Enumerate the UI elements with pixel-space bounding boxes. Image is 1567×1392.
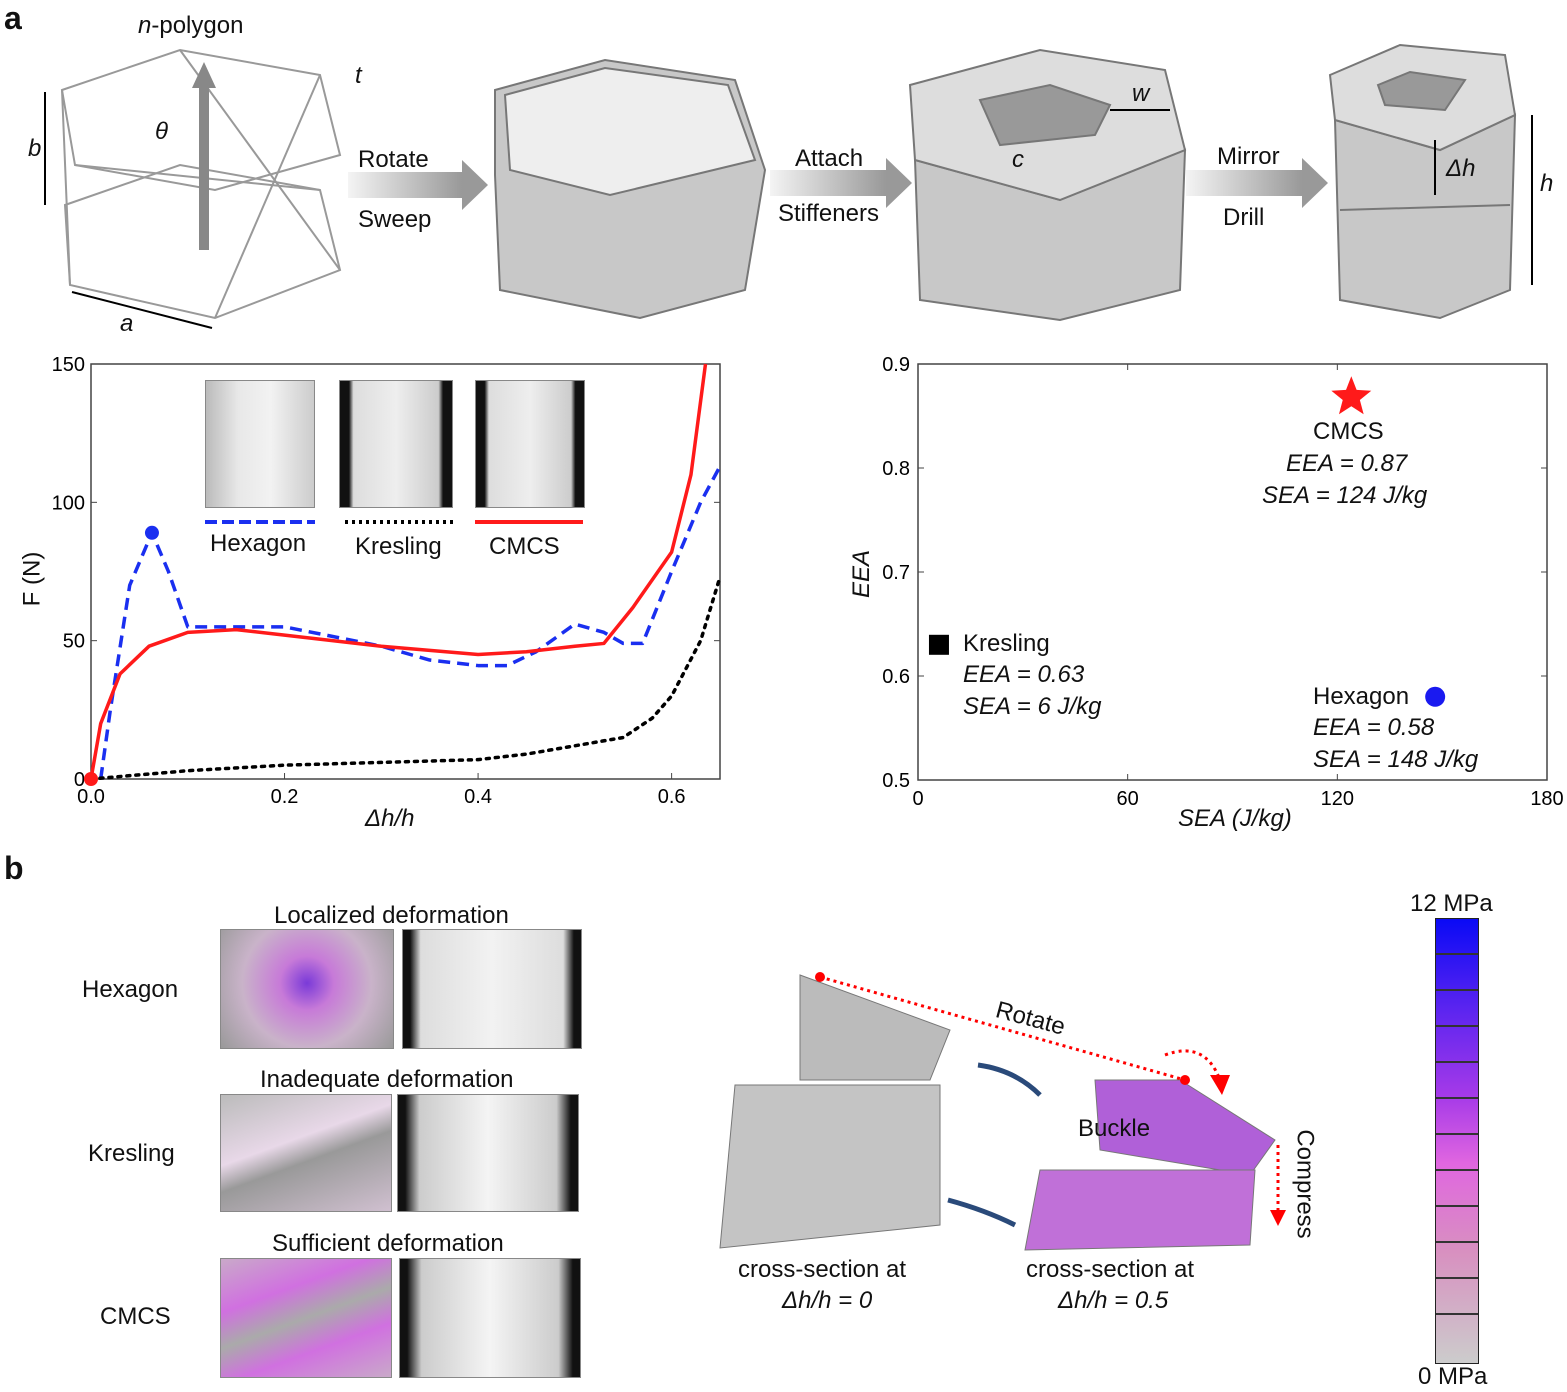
a-label: a — [120, 310, 134, 337]
kresling-experiment — [397, 1094, 579, 1212]
cross-section-1-label: cross-section at — [1026, 1256, 1195, 1283]
x-tick-label: 0.2 — [271, 786, 299, 808]
c-label: c — [1012, 146, 1024, 173]
kresling-point-label: Kresling — [963, 630, 1050, 657]
y-tick-label: 0.7 — [882, 562, 910, 584]
cross-section-0-label: cross-section at — [738, 1256, 907, 1283]
y-tick-label: 100 — [52, 492, 85, 514]
hexagon-experiment — [402, 929, 582, 1049]
legend-hexagon: Hexagon — [210, 530, 307, 557]
kresling-photo — [339, 380, 453, 508]
step-label: Stiffeners — [778, 200, 879, 227]
row-name: CMCS — [100, 1303, 171, 1330]
y-tick-label: 0.5 — [882, 770, 910, 792]
stress-colorbar — [1435, 918, 1479, 1364]
panel-b-label: b — [4, 850, 24, 886]
twisted-tube — [494, 58, 767, 320]
y-tick-label: 50 — [63, 631, 85, 653]
cross-section-1-value: Δh/h = 0.5 — [1058, 1287, 1169, 1314]
charts: 0.0 0.2 0.4 0.6 0 50 100 150 0 60 120 180 0.5 0.6 0.7 0… — [52, 354, 1564, 810]
axis-arrow — [199, 85, 209, 250]
marker-hexagon — [144, 525, 159, 540]
point-cmcs — [1331, 376, 1372, 415]
series-line-kresling — [89, 575, 722, 781]
n-polygon-label: n-polygon — [138, 12, 244, 39]
y-tick-label: 0.9 — [882, 354, 910, 376]
mirrored-drilled-unit — [1328, 43, 1517, 320]
x-tick-label: 120 — [1321, 788, 1354, 810]
process-arrow — [1186, 158, 1328, 208]
row-title: Sufficient deformation — [272, 1230, 504, 1257]
buckle-label: Buckle — [1078, 1115, 1151, 1142]
h-label: h — [1540, 170, 1554, 197]
hexagon-photo — [205, 380, 315, 508]
compress-label: Compress — [1291, 1129, 1319, 1239]
colorbar-min: 0 MPa — [1418, 1363, 1488, 1390]
dh-label: Δh — [1446, 155, 1476, 182]
legend-cmcs: CMCS — [489, 533, 560, 560]
process-arrow — [348, 160, 488, 210]
x-tick-label: 0.4 — [464, 786, 492, 808]
step-label: Drill — [1223, 204, 1265, 231]
row-title: Inadequate deformation — [260, 1066, 514, 1093]
y-tick-label: 0 — [74, 769, 85, 791]
step-label: Attach — [795, 145, 864, 172]
x-axis-label: Δh/h — [365, 805, 415, 832]
tube-with-stiffener — [908, 48, 1187, 322]
cmcs-experiment — [399, 1258, 581, 1378]
plot-frame — [90, 363, 721, 780]
hexagon-sea: SEA = 148 J/kg — [1313, 746, 1479, 773]
x-tick-label: 0.6 — [658, 786, 686, 808]
row-name: Kresling — [88, 1140, 175, 1167]
cmcs-photo — [475, 380, 585, 508]
design-process-illustration — [44, 43, 1533, 329]
theta-label: θ — [155, 118, 169, 145]
hexagon-eea: EEA = 0.58 — [1313, 714, 1435, 741]
y-tick-label: 0.8 — [882, 458, 910, 480]
t-label: t — [355, 62, 362, 89]
step-label: Mirror — [1217, 143, 1280, 170]
x-tick-label: 180 — [1530, 788, 1563, 810]
y-tick-label: 0.6 — [882, 666, 910, 688]
b-label: b — [28, 135, 42, 162]
kresling-eea: EEA = 0.63 — [963, 661, 1085, 688]
kresling-simulation — [220, 1094, 392, 1212]
kresling-sea: SEA = 6 J/kg — [963, 693, 1102, 720]
process-arrow — [770, 158, 912, 208]
w-label: w — [1132, 80, 1150, 107]
cross-section-0-value: Δh/h = 0 — [782, 1287, 873, 1314]
marker-cmcs — [84, 772, 98, 786]
cmcs-simulation — [220, 1258, 392, 1378]
x-tick-label: 60 — [1117, 788, 1139, 810]
series-line-cmcs — [89, 363, 708, 780]
row-name: Hexagon — [82, 976, 179, 1003]
x-tick-label: 0 — [912, 788, 923, 810]
wireframe-polygon — [60, 48, 342, 320]
series-line-hexagon — [98, 465, 722, 780]
row-title: Localized deformation — [274, 902, 509, 929]
point-kresling — [928, 634, 949, 655]
step-label: Sweep — [358, 206, 432, 233]
y-tick-label: 150 — [52, 354, 85, 376]
legend-kresling: Kresling — [355, 533, 442, 560]
hexagon-point-label: Hexagon — [1313, 683, 1410, 710]
point-hexagon — [1425, 686, 1446, 707]
x-axis-label-2: SEA (J/kg) — [1178, 805, 1292, 832]
colorbar-max: 12 MPa — [1410, 890, 1493, 917]
step-label: Rotate — [358, 146, 429, 173]
cmcs-eea: EEA = 0.87 — [1286, 450, 1408, 477]
cmcs-point-label: CMCS — [1313, 418, 1384, 445]
x-tick-label: 0.0 — [77, 786, 105, 808]
hexagon-simulation — [220, 929, 394, 1049]
panel-a-label: a — [4, 0, 22, 36]
cmcs-sea: SEA = 124 J/kg — [1262, 482, 1428, 509]
